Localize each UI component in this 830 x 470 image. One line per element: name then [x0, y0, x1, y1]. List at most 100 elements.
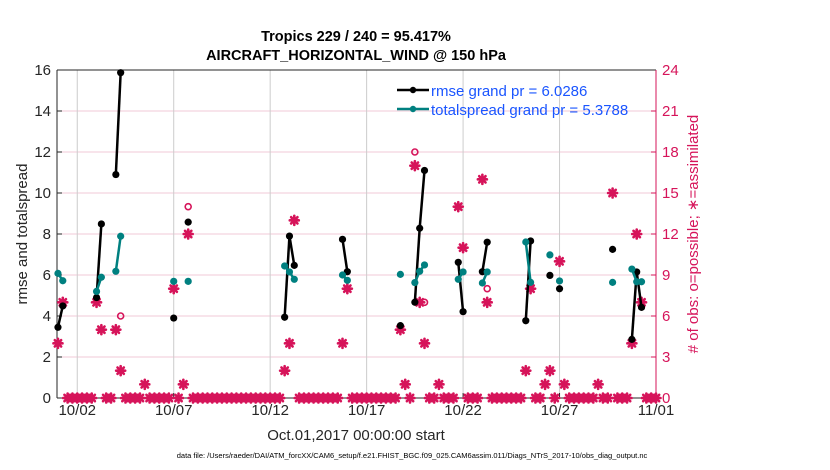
- obs-possible-marker: [420, 298, 429, 307]
- obs-assimilated-marker: [283, 337, 296, 350]
- obs-assimilated-marker: [331, 392, 344, 404]
- rmse-point: [285, 232, 294, 240]
- y-tick-label: 14: [34, 103, 51, 120]
- totalspread-point: [338, 271, 347, 279]
- obs-assimilated-marker: [278, 364, 291, 377]
- rmse-point: [411, 298, 419, 306]
- rmse-point: [338, 235, 347, 243]
- obs-assimilated-marker: [481, 296, 493, 309]
- totalspread-point: [281, 262, 289, 270]
- asterisk-stroke: [420, 338, 429, 348]
- y-axis-right-label: # of obs: o=possible; ∗=assimilated: [685, 115, 702, 354]
- totalspread-point: [411, 278, 419, 287]
- asterisk-stroke: [289, 215, 299, 225]
- obs-assimilated-marker: [539, 378, 551, 391]
- x-tick-label: 10/17: [348, 402, 386, 419]
- obs-assimilated-marker: [52, 337, 64, 350]
- totalspread-segment: [524, 241, 532, 283]
- y-tick-label: 4: [43, 308, 51, 325]
- obs-assimilated-marker: [288, 214, 301, 227]
- asterisk-stroke: [342, 284, 352, 294]
- rmse-point: [112, 170, 120, 179]
- asterisk-stroke: [603, 393, 613, 403]
- rmse-point: [184, 218, 192, 226]
- x-tick-label: 10/22: [444, 402, 482, 419]
- obs-assimilated-marker: [105, 392, 117, 404]
- totalspread-point: [546, 251, 554, 259]
- obs-assimilated-marker: [336, 337, 349, 350]
- asterisk-stroke: [169, 284, 179, 294]
- rmse-point: [628, 335, 636, 343]
- grid: [57, 70, 657, 398]
- totalspread-point: [459, 268, 467, 276]
- rmse-point: [281, 313, 289, 321]
- obs-assimilated-marker: [389, 392, 402, 404]
- rmse-segment: [481, 241, 489, 272]
- obs-assimilated-marker: [553, 255, 566, 268]
- obs-assimilated-marker: [476, 173, 489, 186]
- obs-assimilated-marker: [452, 200, 465, 213]
- y-tick-label: 2: [43, 349, 51, 366]
- asterisk-stroke: [338, 338, 347, 348]
- rmse-point: [420, 166, 429, 175]
- asterisk-stroke: [434, 379, 444, 389]
- obs-assimilated-marker: [548, 392, 561, 404]
- asterisk-stroke: [651, 393, 661, 403]
- rmse-point: [396, 322, 404, 330]
- rmse-segment: [418, 170, 426, 229]
- asterisk-stroke: [400, 379, 410, 389]
- obs-assimilated-marker: [134, 392, 146, 404]
- totalspread-point: [92, 287, 101, 295]
- y-right-tick-label: 21: [662, 103, 679, 120]
- y-right-tick-label: 0: [662, 390, 670, 407]
- obs-assimilated-marker: [534, 392, 547, 404]
- asterisk-stroke: [540, 379, 550, 389]
- rmse-point: [555, 285, 564, 293]
- totalspread-point: [483, 268, 491, 276]
- obs-assimilated-marker: [447, 392, 460, 404]
- obs-assimilated-marker: [167, 282, 180, 295]
- asterisk-stroke: [391, 393, 401, 403]
- asterisk-stroke: [183, 229, 193, 239]
- x-tick-label: 10/27: [541, 402, 579, 419]
- asterisk-stroke: [96, 325, 106, 335]
- legend-rmse-marker: [409, 86, 417, 94]
- rmse-point: [459, 308, 467, 316]
- asterisk-stroke: [111, 325, 121, 335]
- totalspread-point: [184, 277, 192, 285]
- rmse-segment: [56, 305, 65, 328]
- rmse-point: [92, 293, 101, 302]
- asterisk-stroke: [593, 379, 603, 389]
- rmse-segment: [114, 72, 122, 175]
- y-tick-label: 6: [43, 267, 51, 284]
- totalspread-point: [416, 267, 424, 275]
- totalspread-point: [117, 232, 125, 240]
- asterisk-stroke: [448, 393, 458, 403]
- obs-assimilated-marker: [457, 241, 469, 254]
- y-right-tick-label: 18: [662, 144, 679, 161]
- totalspread-point: [396, 270, 404, 278]
- totalspread-point: [522, 238, 530, 246]
- asterisk-stroke: [280, 366, 290, 376]
- totalspread-point: [420, 261, 429, 269]
- rmse-point: [97, 220, 105, 228]
- obs-assimilated-marker: [114, 364, 127, 377]
- totalspread-point: [555, 277, 564, 285]
- obs-assimilated-marker: [274, 392, 286, 404]
- rmse-segment: [413, 228, 421, 303]
- y-tick-label: 10: [34, 185, 51, 202]
- obs-assimilated-marker: [172, 392, 185, 404]
- rmse-point: [54, 323, 62, 331]
- rmse-point: [117, 69, 125, 77]
- rmse-segment: [341, 239, 349, 272]
- obs-assimilated-marker: [177, 378, 190, 391]
- asterisk-stroke: [473, 393, 483, 403]
- rmse-segment: [283, 235, 291, 318]
- totalspread-point: [112, 267, 120, 275]
- asterisk-stroke: [453, 202, 463, 212]
- legend: rmse grand pr = 6.0286 totalspread grand…: [397, 83, 628, 119]
- asterisk-stroke: [482, 297, 492, 307]
- y-right-tick-label: 15: [662, 185, 679, 202]
- rmse-point: [546, 271, 554, 280]
- y-tick-label: 0: [43, 390, 51, 407]
